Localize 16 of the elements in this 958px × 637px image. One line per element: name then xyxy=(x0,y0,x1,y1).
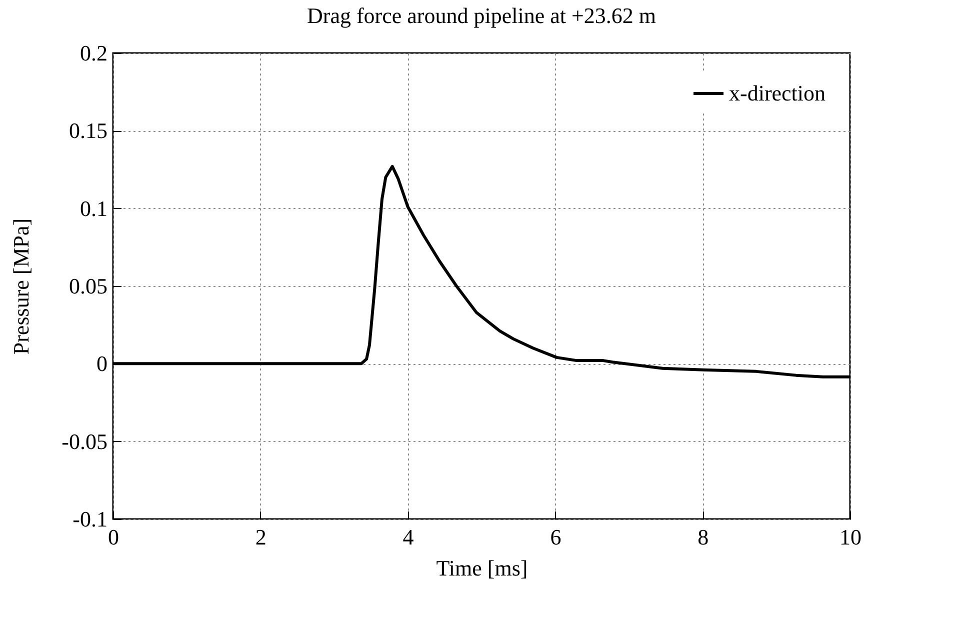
y-tick-label: -0.1 xyxy=(72,506,108,532)
x-tick-label: 10 xyxy=(840,524,862,550)
y-tick-label: 0.05 xyxy=(69,274,108,298)
legend-label: x-direction xyxy=(729,80,826,106)
x-axis-title: Time [ms] xyxy=(436,556,528,580)
x-tick-label: 6 xyxy=(550,524,562,550)
y-tick-label: -0.05 xyxy=(62,428,108,454)
y-tick-label: 0 xyxy=(96,351,108,376)
y-axis-title: Pressure [MPa] xyxy=(8,218,34,355)
y-tick-label: 0.1 xyxy=(80,196,108,221)
chart-title: Drag force around pipeline at +23.62 m xyxy=(306,3,656,28)
x-tick-label: 4 xyxy=(402,524,414,550)
x-tick-label: 8 xyxy=(698,524,709,550)
x-tick-label: 2 xyxy=(255,524,266,550)
y-tick-label: 0.2 xyxy=(80,40,108,66)
y-tick-label: 0.15 xyxy=(69,118,108,144)
